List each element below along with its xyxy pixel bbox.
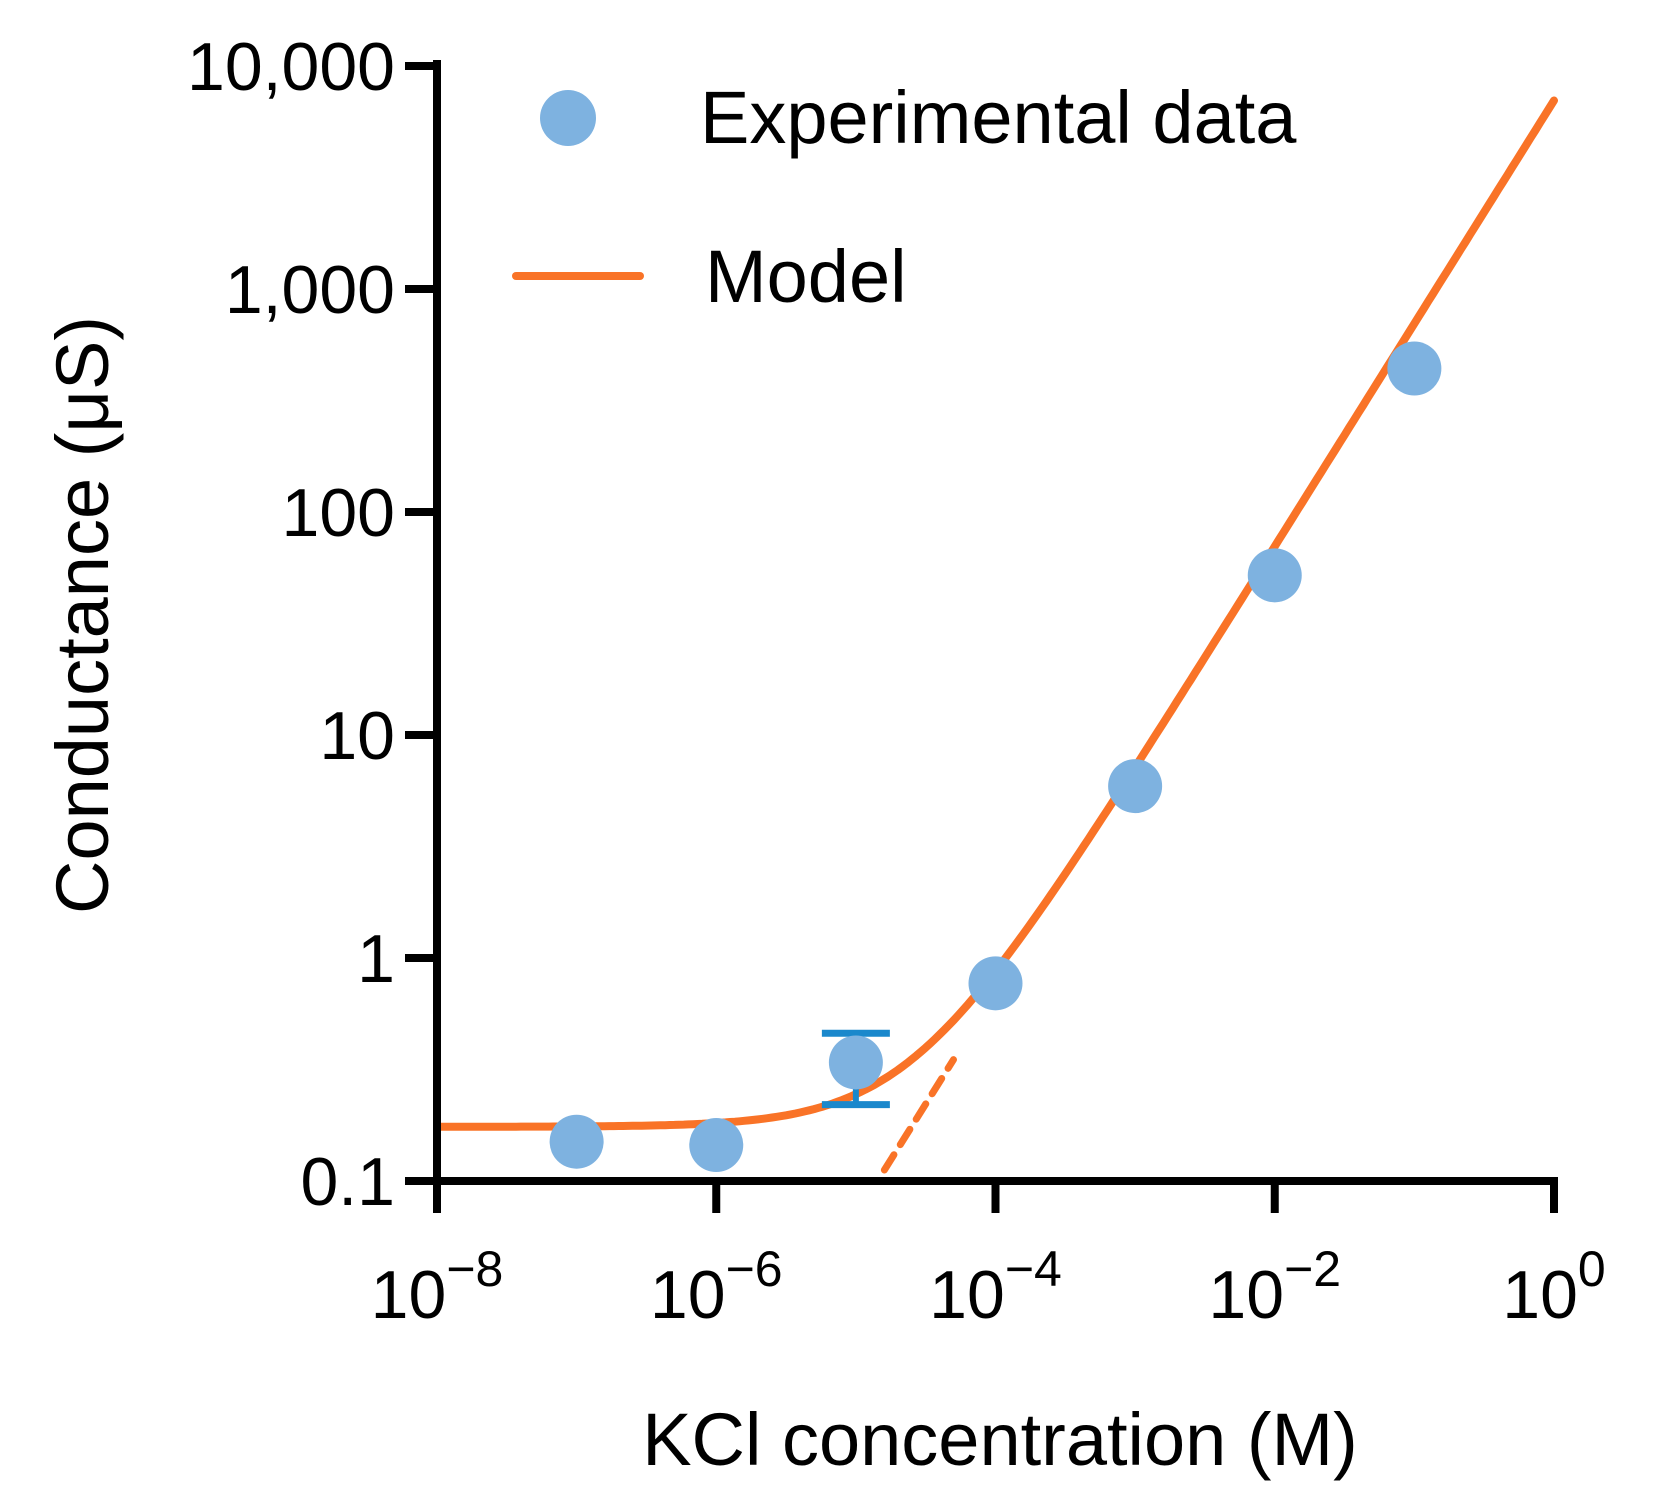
x-tick-label: 100 [1502,1241,1605,1333]
x-tick-label: 10−8 [371,1241,504,1333]
data-point [828,1035,883,1090]
x-ticks: 10−8 10−6 10−4 10−2 100 [371,1181,1606,1333]
data-point [1108,759,1163,814]
x-axis-title: KCl concentration (M) [642,1398,1358,1481]
y-tick-label: 10 [319,698,395,774]
data-point [1387,341,1442,396]
data-point [1247,548,1302,603]
legend-marker-experimental [540,90,596,146]
y-tick-label: 0.1 [300,1144,395,1220]
y-axis-title: Conductance (μS) [41,316,124,914]
y-tick-label: 1,000 [225,252,395,328]
y-ticks: 0.1 1 10 100 1,000 10,000 [187,29,437,1220]
legend-label-model: Model [705,235,907,318]
data-point [549,1114,604,1169]
points-layer [549,341,1442,1173]
data-point [968,956,1023,1011]
y-tick-label: 10,000 [187,29,395,105]
x-tick-label: 10−2 [1208,1241,1341,1333]
model-asymptote-dashed-line [880,1056,957,1174]
data-point [689,1118,744,1173]
x-tick-label: 10−4 [929,1241,1062,1333]
legend-label-experimental: Experimental data [700,76,1297,159]
y-tick-label: 1 [357,921,395,997]
x-tick-label: 10−6 [650,1241,783,1333]
y-tick-label: 100 [282,475,395,551]
legend: Experimental data Model [512,76,1297,318]
